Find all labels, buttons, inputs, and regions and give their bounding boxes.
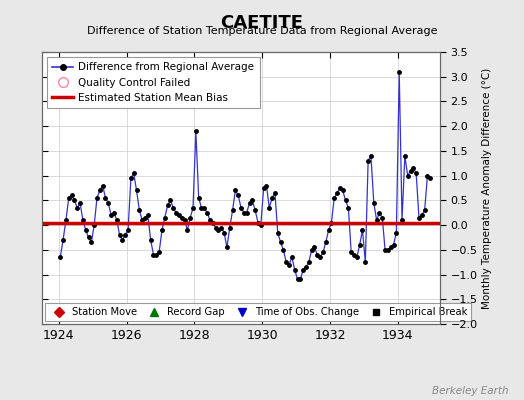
Text: CAETITE: CAETITE [221,14,303,32]
Y-axis label: Monthly Temperature Anomaly Difference (°C): Monthly Temperature Anomaly Difference (… [482,67,492,309]
Text: Berkeley Earth: Berkeley Earth [432,386,508,396]
Legend: Station Move, Record Gap, Time of Obs. Change, Empirical Break: Station Move, Record Gap, Time of Obs. C… [45,303,471,321]
Text: Difference of Station Temperature Data from Regional Average: Difference of Station Temperature Data f… [87,26,437,36]
